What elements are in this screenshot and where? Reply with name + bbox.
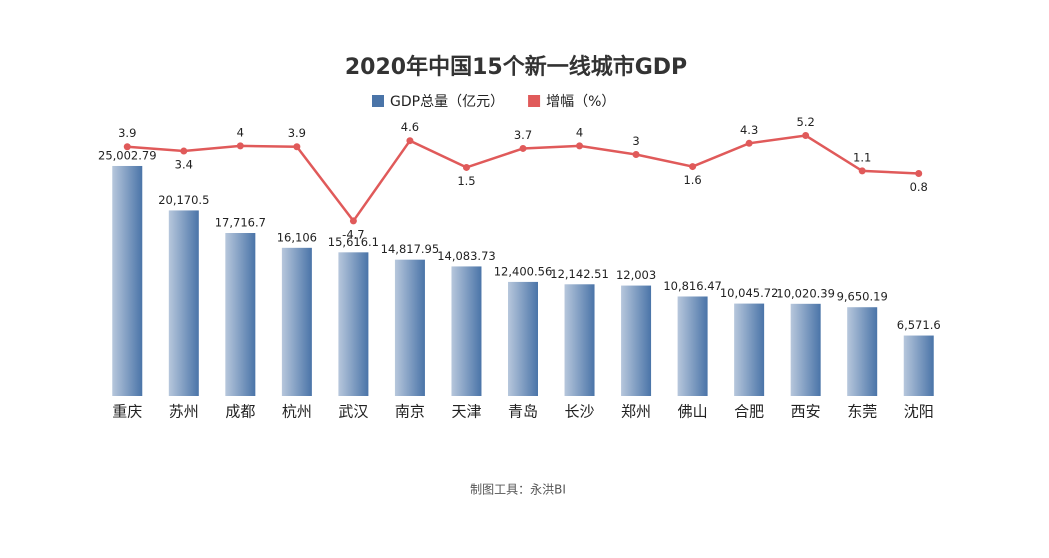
- legend-label: 增幅（%）: [546, 94, 615, 110]
- data-label: 16,106: [277, 230, 317, 244]
- point: [802, 132, 810, 140]
- data-label: 12,142.51: [550, 267, 609, 281]
- data-label: 9,650.19: [837, 290, 888, 304]
- point: [915, 169, 923, 177]
- x-tick-label: 杭州: [282, 403, 312, 421]
- bar: [225, 233, 256, 396]
- x-tick-label: 西安: [791, 403, 821, 421]
- bar: [112, 165, 143, 396]
- data-label: 1.1: [853, 150, 871, 164]
- footnote: 制图工具：永洪BI: [470, 483, 566, 497]
- data-label: 25,002.79: [98, 148, 157, 162]
- data-label: 20,170.5: [158, 193, 209, 207]
- data-label: 14,083.73: [437, 249, 496, 263]
- data-label: 4: [576, 125, 583, 139]
- x-tick-label: 郑州: [621, 403, 651, 421]
- x-tick-label: 成都: [225, 403, 255, 421]
- x-tick-label: 青岛: [508, 403, 538, 421]
- point: [406, 137, 414, 145]
- point: [689, 163, 697, 171]
- bar: [451, 266, 482, 396]
- point: [462, 163, 470, 171]
- bar: [394, 259, 425, 396]
- x-tick-label: 沈阳: [904, 403, 934, 421]
- legend-swatch: [372, 95, 384, 107]
- chart-title: 2020年中国15个新一线城市GDP: [345, 54, 687, 80]
- data-label: 12,400.56: [494, 264, 553, 278]
- data-label: 10,045.72: [720, 286, 779, 300]
- x-tick-label: 南京: [395, 403, 425, 421]
- data-label: 3: [632, 134, 639, 148]
- legend-swatch: [528, 95, 541, 107]
- x-tick-label: 东莞: [847, 403, 877, 421]
- point: [180, 147, 188, 155]
- data-label: 4: [237, 125, 244, 139]
- point: [745, 139, 753, 147]
- point: [632, 151, 640, 158]
- point: [858, 167, 866, 175]
- bar: [903, 335, 934, 396]
- bar: [847, 307, 878, 396]
- data-label: 1.5: [457, 174, 475, 188]
- bar: [734, 303, 765, 396]
- data-label: 12,003: [616, 268, 656, 282]
- data-label: 6,571.6: [897, 318, 941, 332]
- legend-label: GDP总量（亿元）: [390, 94, 504, 110]
- bar: [281, 247, 312, 396]
- bar: [564, 284, 595, 396]
- point: [519, 144, 527, 152]
- data-label: 3.9: [288, 126, 306, 140]
- data-label: 17,716.7: [215, 216, 266, 230]
- point: [349, 217, 357, 225]
- data-label: 0.8: [910, 180, 928, 194]
- point: [576, 142, 584, 150]
- bar: [790, 303, 821, 396]
- bar: [508, 281, 538, 396]
- point: [236, 142, 244, 150]
- x-tick-label: 苏州: [169, 403, 199, 421]
- x-tick-label: 佛山: [678, 403, 708, 421]
- bar: [621, 285, 652, 396]
- data-label: 4.3: [740, 123, 758, 137]
- point: [123, 143, 131, 151]
- data-label: 3.9: [118, 126, 136, 140]
- data-label: 3.4: [175, 158, 193, 172]
- point: [293, 143, 301, 151]
- data-label: 15,616.1: [328, 235, 379, 249]
- data-label: 4.6: [401, 120, 419, 134]
- data-label: 1.6: [683, 173, 701, 187]
- x-tick-label: 天津: [451, 403, 481, 421]
- bar: [677, 296, 708, 396]
- bar: [338, 252, 369, 396]
- data-label: 5.2: [797, 115, 815, 129]
- bar: [168, 210, 199, 396]
- data-label: -4.7: [342, 227, 364, 241]
- data-label: 14,817.95: [381, 242, 440, 256]
- x-tick-label: 重庆: [112, 403, 142, 421]
- x-tick-label: 武汉: [338, 403, 368, 421]
- x-tick-label: 合肥: [734, 403, 764, 421]
- x-tick-label: 长沙: [565, 403, 595, 421]
- data-label: 10,816.47: [663, 279, 722, 293]
- data-label: 3.7: [514, 128, 532, 142]
- data-label: 10,020.39: [776, 286, 835, 300]
